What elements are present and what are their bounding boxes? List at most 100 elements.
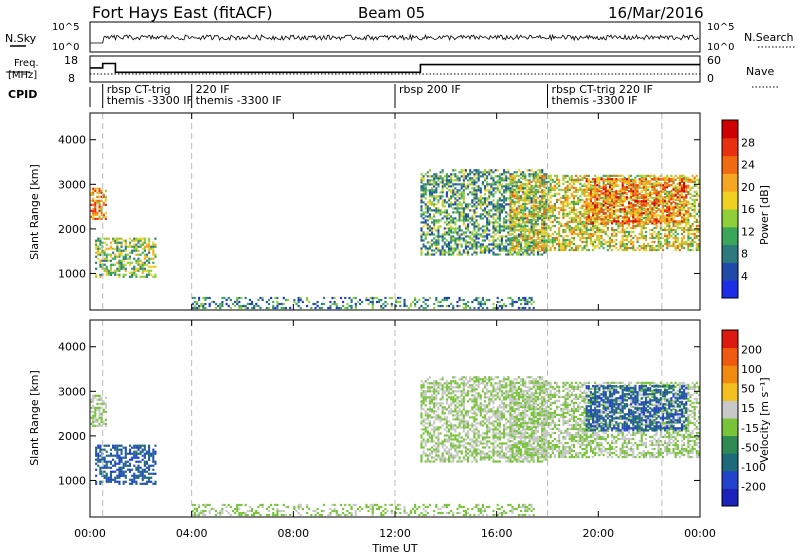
- power-echo-evening-upper: [680, 218, 684, 221]
- power-echo-evening-upper: [587, 220, 590, 223]
- power-echo-evening-main: [581, 206, 584, 210]
- power-echo-evening-main: [638, 216, 641, 220]
- power-echo-evening-main: [596, 176, 599, 179]
- power-echo-evening-1500: [447, 199, 451, 202]
- power-echo-evening-main: [551, 232, 554, 236]
- power-echo-evening-1500: [488, 251, 491, 254]
- power-echo-evening-main: [687, 212, 690, 216]
- power-echo-evening-main: [577, 180, 580, 183]
- power-echo-evening-main: [581, 204, 584, 208]
- power-echo-evening-1500: [532, 251, 535, 254]
- power-echo-evening-1500: [530, 251, 533, 254]
- power-echo-early-band: [97, 245, 100, 248]
- velocity-echo-early-band: [97, 444, 100, 447]
- power-echo-evening-1500: [469, 241, 472, 244]
- power-echo-ground-scatter: [471, 300, 474, 304]
- power-echo-evening-main: [541, 220, 544, 224]
- power-echo-early-band: [145, 269, 149, 272]
- power-echo-evening-main: [515, 242, 518, 246]
- power-echo-evening-main: [598, 206, 601, 210]
- power-echo-evening-upper: [649, 206, 652, 209]
- power-echo-early-band: [105, 247, 108, 250]
- power-echo-evening-main: [668, 232, 671, 236]
- power-echo-evening-main: [642, 244, 645, 248]
- power-echo-evening-main: [689, 212, 692, 216]
- power-echo-evening-1500: [458, 207, 461, 210]
- velocity-echo-early-near: [90, 400, 93, 403]
- power-echo-evening-1500: [445, 219, 448, 222]
- power-echo-ground-scatter: [511, 298, 514, 302]
- power-echo-evening-main: [617, 208, 620, 212]
- power-echo-early-band: [128, 251, 132, 254]
- power-echo-evening-1500: [543, 241, 546, 244]
- power-echo-evening-upper: [676, 192, 679, 195]
- power-echo-evening-main: [583, 214, 586, 218]
- power-echo-evening-upper: [602, 212, 605, 215]
- power-echo-evening-1500: [494, 243, 497, 246]
- power-echo-evening-main: [623, 244, 626, 248]
- power-echo-evening-1500: [420, 229, 423, 232]
- power-echo-evening-1500: [462, 237, 465, 240]
- power-echo-ground-scatter: [261, 296, 264, 300]
- power-echo-evening-main: [562, 204, 565, 208]
- power-echo-early-band: [124, 269, 127, 272]
- power-echo-ground-scatter: [395, 298, 398, 302]
- power-echo-evening-upper: [674, 194, 677, 197]
- power-echo-ground-scatter: [229, 306, 232, 310]
- power-echo-evening-1500: [530, 197, 533, 200]
- power-echo-evening-main: [644, 236, 648, 240]
- power-echo-ground-scatter: [380, 304, 383, 308]
- power-echo-evening-1500: [536, 235, 540, 238]
- power-echo-evening-1500: [507, 183, 510, 186]
- power-echo-ground-scatter: [378, 300, 381, 304]
- power-echo-evening-main: [558, 182, 561, 185]
- power-echo-evening-1500: [496, 231, 499, 234]
- power-echo-evening-1500: [471, 177, 474, 180]
- power-echo-ground-scatter: [424, 306, 427, 310]
- power-echo-evening-upper: [585, 188, 588, 191]
- power-echo-early-band: [103, 241, 106, 244]
- power-echo-early-near: [102, 193, 105, 196]
- velocity-echo-early-band: [109, 448, 113, 451]
- power-echo-evening-upper: [683, 190, 686, 193]
- power-echo-evening-main: [619, 230, 622, 234]
- power-echo-early-near: [98, 209, 101, 212]
- power-echo-evening-upper: [602, 186, 605, 189]
- power-echo-evening-1500: [475, 195, 478, 198]
- power-echo-evening-upper: [615, 200, 618, 203]
- power-echo-evening-1500: [469, 235, 472, 238]
- power-echo-evening-main: [583, 216, 586, 220]
- power-echo-evening-1500: [445, 173, 448, 176]
- power-echo-evening-1500: [507, 197, 510, 200]
- power-echo-evening-1500: [464, 243, 468, 246]
- power-echo-ground-scatter: [428, 296, 432, 300]
- power-echo-evening-main: [575, 226, 578, 230]
- power-echo-evening-1500: [481, 213, 484, 216]
- power-echo-early-band: [116, 241, 119, 244]
- power-echo-ground-scatter: [528, 306, 531, 310]
- power-echo-evening-upper: [672, 178, 675, 181]
- power-echo-evening-upper: [621, 188, 624, 191]
- power-echo-evening-upper: [657, 194, 660, 197]
- power-echo-evening-upper: [608, 208, 612, 211]
- power-echo-evening-main: [619, 174, 622, 177]
- power-echo-evening-1500: [433, 195, 436, 198]
- power-echo-evening-main: [551, 206, 554, 210]
- power-echo-evening-main: [555, 242, 559, 246]
- power-echo-early-band: [118, 275, 121, 278]
- power-echo-evening-upper: [661, 196, 664, 199]
- power-echo-evening-main: [564, 190, 567, 194]
- power-echo-evening-main: [524, 202, 527, 206]
- power-echo-evening-main: [579, 228, 582, 232]
- power-echo-evening-main: [579, 212, 582, 216]
- power-echo-evening-main: [526, 190, 529, 194]
- power-echo-evening-main: [674, 186, 677, 189]
- power-echo-evening-1500: [441, 187, 444, 190]
- power-echo-evening-main: [545, 248, 548, 252]
- power-echo-evening-main: [623, 230, 626, 234]
- power-echo-evening-main: [653, 174, 656, 177]
- power-echo-evening-main: [651, 196, 654, 200]
- power-echo-evening-main: [539, 208, 542, 212]
- power-echo-ground-scatter: [380, 306, 383, 310]
- power-echo-evening-upper: [647, 210, 650, 213]
